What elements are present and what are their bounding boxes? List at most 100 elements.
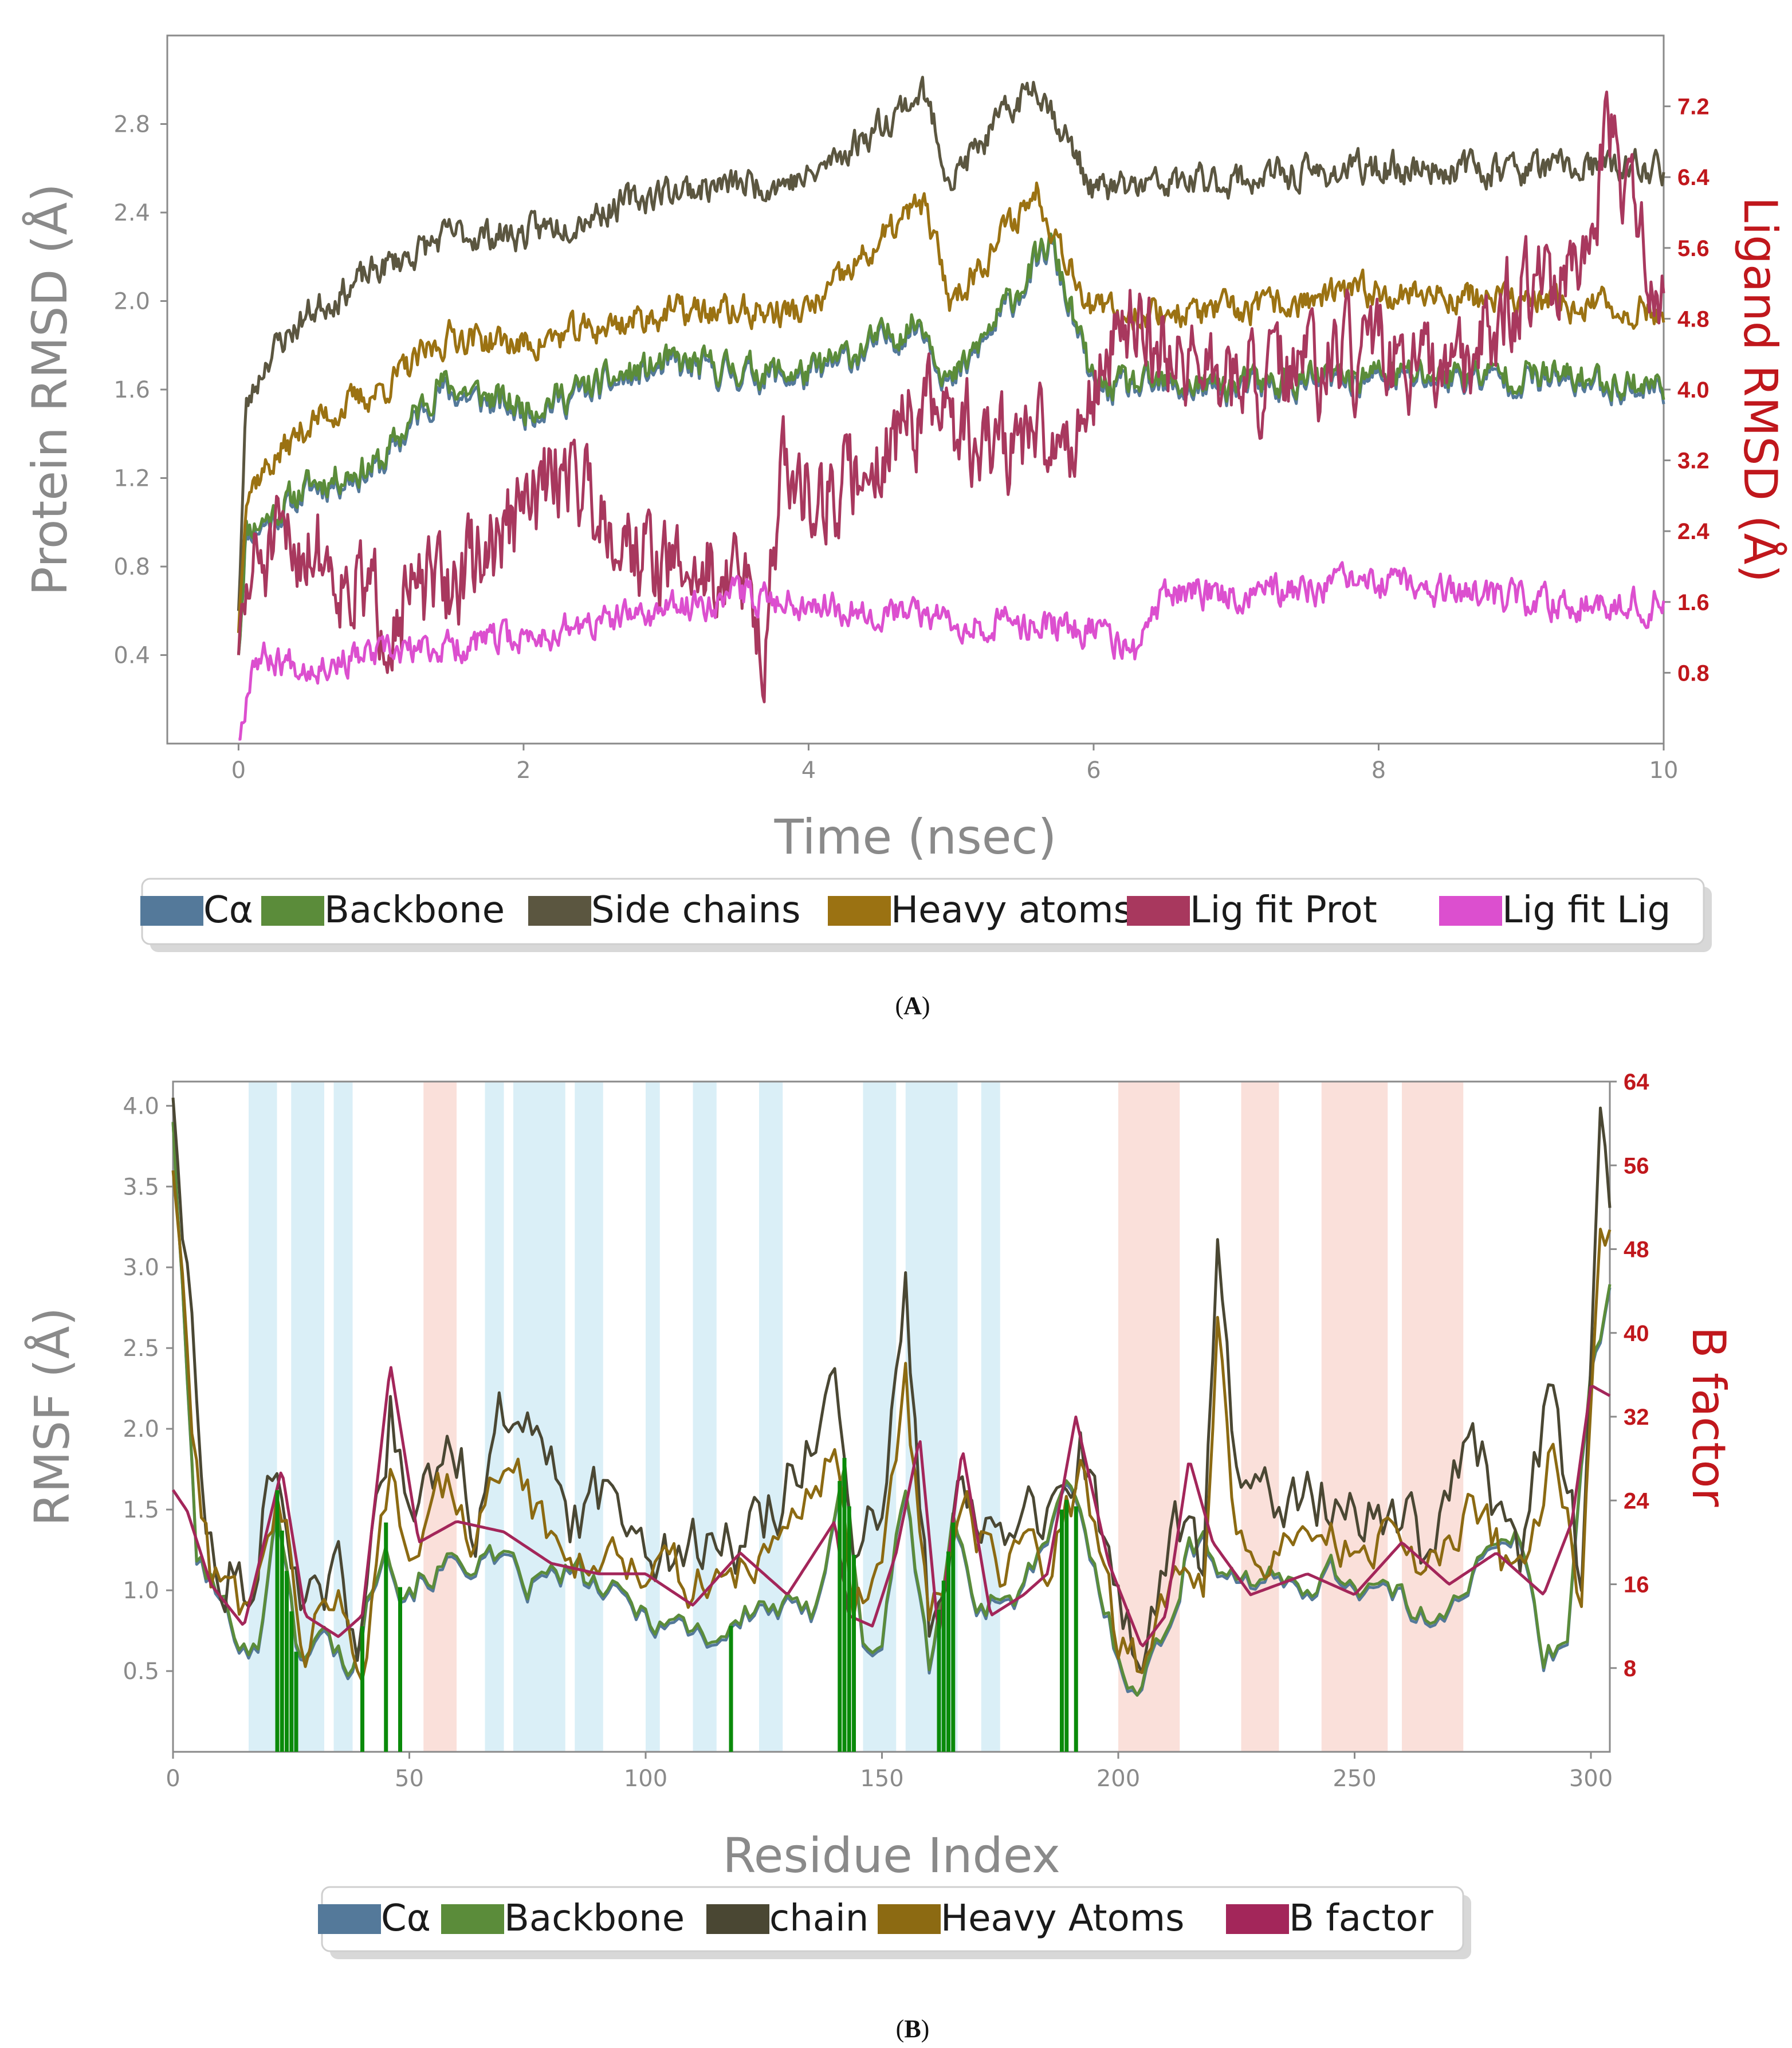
y-tick-label-a: 2.4 (113, 200, 150, 226)
helix-band (513, 1082, 565, 1752)
ligand-contact-bar (842, 1457, 847, 1752)
y2-axis-label-a: Ligand RMSD (Å) (1734, 196, 1787, 582)
x-tick-label-a: 8 (1371, 757, 1386, 784)
chart-a: 0.4 0.8 1.2 1.6 2.0 2.4 2.8 0.8 1.6 2.4 3.2 4.0 4.8 5… (21, 34, 1787, 952)
y-tick-label-b: 3.5 (123, 1174, 159, 1200)
helix-band (249, 1082, 277, 1752)
legend-swatch-b (706, 1904, 769, 1934)
y2-tick-label-b: 56 (1624, 1153, 1649, 1178)
ligand-contact-bar (847, 1506, 851, 1752)
x-tick-label-b: 100 (624, 1766, 667, 1792)
x-axis-label-a: Time (nsec) (774, 809, 1057, 865)
helix-band (646, 1082, 660, 1752)
legend-label-a: Lig fit Lig (1502, 889, 1671, 931)
y2-tick-label-b: 8 (1624, 1656, 1636, 1681)
legend-swatch-a (140, 896, 203, 926)
y-tick-label-a: 0.4 (113, 643, 150, 669)
legend-label-b: B factor (1289, 1897, 1433, 1940)
y2-tick-label-a: 0.8 (1677, 661, 1710, 686)
y-tick-label-a: 2.0 (113, 289, 150, 315)
legend-label-b: Heavy Atoms (941, 1897, 1184, 1940)
legend-swatch-a (1439, 896, 1502, 926)
ligand-contact-bar (384, 1522, 388, 1752)
y-axis-label-a: Protein RMSD (Å) (21, 183, 78, 596)
strand-band (1321, 1082, 1388, 1752)
x-tick-label-b: 300 (1569, 1766, 1613, 1792)
series-line-b (171, 1170, 1612, 1683)
y-tick-label-a: 1.2 (113, 466, 150, 492)
legend-label-b: Backbone (504, 1897, 685, 1940)
legend-swatch-a (528, 896, 591, 926)
helix-band (485, 1082, 504, 1752)
strand-band (1402, 1082, 1464, 1752)
y2-tick-label-b: 64 (1624, 1070, 1649, 1095)
y2-tick-label-b: 16 (1624, 1573, 1649, 1598)
legend-label-a: Lig fit Prot (1190, 889, 1377, 931)
ligand-contact-bar (1074, 1506, 1078, 1752)
y2-tick-label-b: 24 (1624, 1488, 1649, 1514)
series-line-a (237, 181, 1665, 634)
y2-tick-label-a: 6.4 (1677, 165, 1710, 190)
helix-band (981, 1082, 1000, 1752)
y-tick-label-a: 0.8 (113, 554, 150, 580)
y2-tick-label-a: 5.6 (1677, 236, 1710, 261)
legend-label-a: Backbone (324, 889, 505, 931)
ligand-contact-bar (946, 1551, 950, 1752)
legend-swatch-b (441, 1904, 504, 1934)
legend-swatch-a (261, 896, 324, 926)
legend-label-a: Cα (203, 889, 253, 931)
ligand-contact-bar (1060, 1510, 1064, 1752)
legend-a: Cα Backbone Side chains Heavy atoms Lig fit … (140, 878, 1712, 952)
ligand-contact-bar (937, 1609, 941, 1752)
ligand-contact-bar (398, 1587, 402, 1752)
panel-label-b: (B) (896, 2015, 930, 2043)
ligand-contact-bar (294, 1652, 298, 1752)
panel-label-a-letter: A (903, 992, 922, 1020)
ligand-contact-bar (360, 1626, 364, 1752)
series-line-a (238, 561, 1665, 741)
y2-tick-label-b: 48 (1624, 1237, 1649, 1263)
x-tick-label-b: 50 (395, 1766, 424, 1792)
y-tick-label-b: 4.0 (123, 1093, 159, 1119)
chart-b: 0.5 1.0 1.5 2.0 2.5 3.0 3.5 4.0 8 16 24 32 40 48 56 64 0… (23, 1070, 1735, 1959)
y-tick-label-a: 1.6 (113, 377, 150, 403)
legend-swatch-a (1127, 896, 1190, 926)
legend-swatch-a (828, 896, 891, 926)
ligand-contact-bar (941, 1581, 946, 1752)
x-tick-label-b: 150 (860, 1766, 903, 1792)
helix-band (575, 1082, 603, 1752)
y-axis-label-b: RMSF (Å) (23, 1307, 80, 1526)
legend-swatch-b (1226, 1904, 1289, 1934)
y2-tick-label-b: 40 (1624, 1321, 1649, 1346)
y-tick-label-b: 1.0 (123, 1578, 159, 1604)
y-tick-label-b: 2.5 (123, 1335, 159, 1362)
y-tick-label-b: 0.5 (123, 1658, 159, 1685)
y2-tick-label-a: 7.2 (1677, 95, 1710, 120)
ligand-contact-bar (280, 1530, 284, 1752)
legend-b: Cα Backbone chain Heavy Atoms B factor (318, 1886, 1471, 1959)
ligand-contact-bar (838, 1481, 842, 1752)
ligand-contact-bar (289, 1611, 294, 1752)
y2-tick-label-a: 4.0 (1677, 378, 1710, 403)
y2-tick-label-a: 1.6 (1677, 590, 1710, 615)
y-tick-label-b: 3.0 (123, 1255, 159, 1281)
panel-label-b-letter: B (904, 2015, 921, 2043)
helix-band (693, 1082, 717, 1752)
x-tick-label-a: 2 (516, 757, 530, 784)
x-tick-label-a: 6 (1086, 757, 1101, 784)
legend-label-a: Side chains (591, 889, 800, 931)
series-line-b (171, 1122, 1612, 1697)
ligand-contact-bar (852, 1555, 856, 1752)
legend-label-a: Heavy atoms (891, 889, 1133, 931)
strand-band (423, 1082, 457, 1752)
series-line-a (237, 91, 1665, 703)
series-line-a (237, 232, 1665, 655)
x-tick-label-a: 10 (1649, 757, 1679, 784)
ligand-contact-bar (729, 1626, 733, 1752)
ligand-contact-bar (285, 1571, 289, 1752)
helix-band (759, 1082, 783, 1752)
legend-swatch-b (318, 1904, 381, 1934)
y2-tick-label-a: 2.4 (1677, 519, 1710, 544)
ligand-contact-bar (951, 1522, 956, 1752)
